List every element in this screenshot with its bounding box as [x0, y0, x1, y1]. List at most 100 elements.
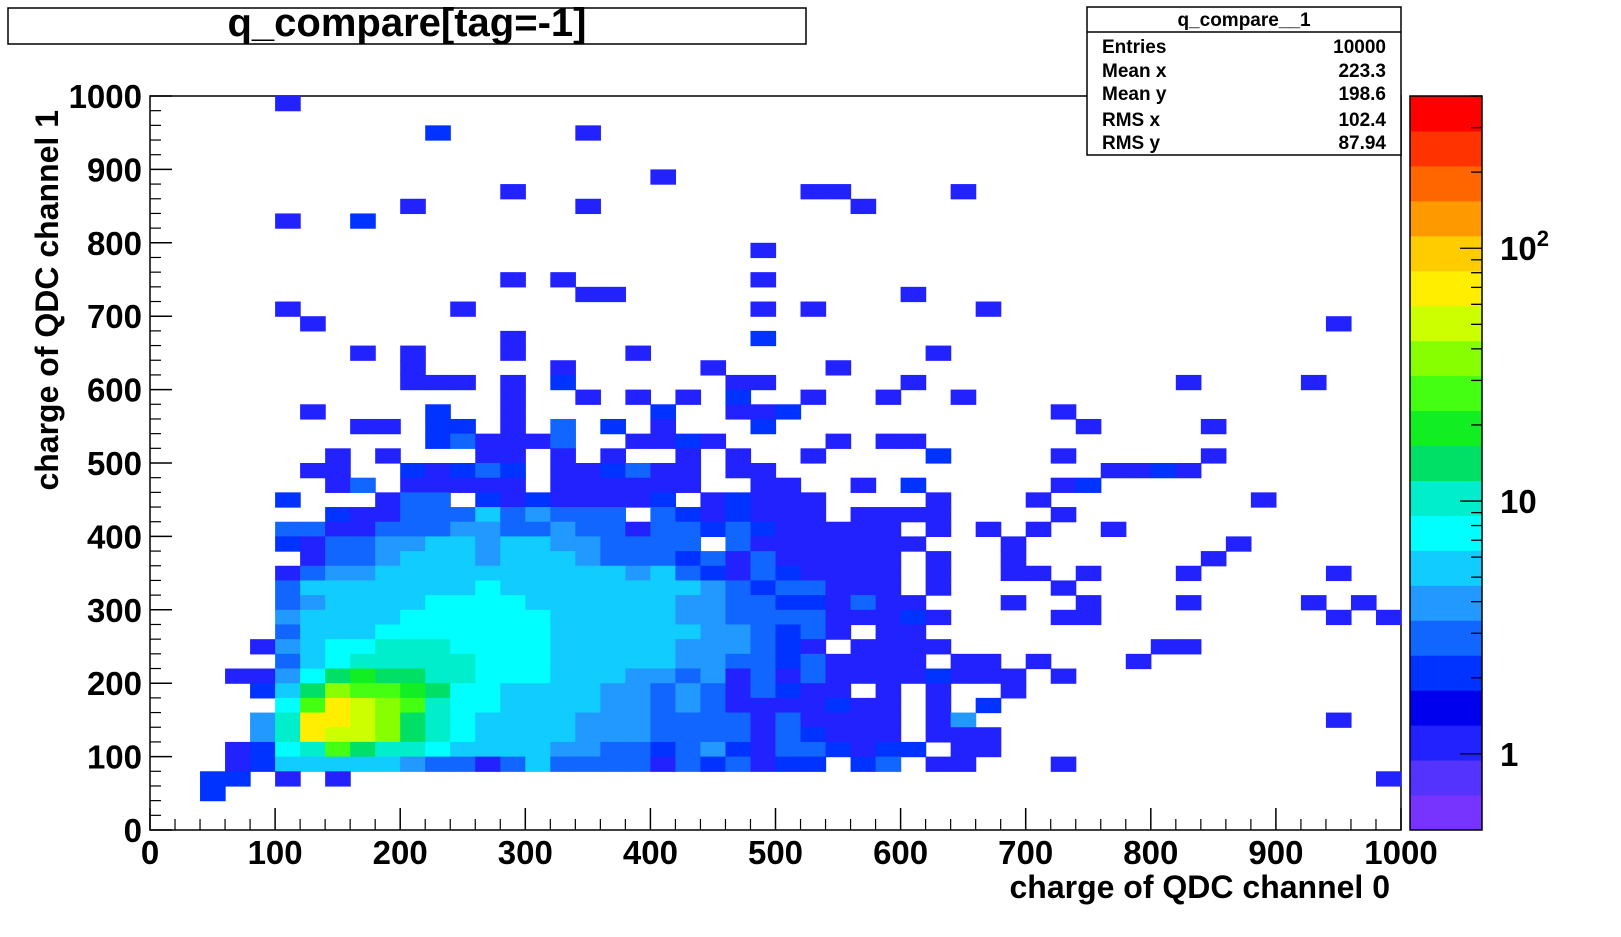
heatmap-bin: [450, 712, 476, 728]
heatmap-bin: [550, 565, 576, 582]
heatmap-bin: [750, 609, 777, 626]
heatmap-bin: [625, 433, 651, 449]
heatmap-bin: [500, 507, 526, 523]
heatmap-bin: [625, 477, 651, 493]
heatmap-bin: [850, 727, 877, 743]
heatmap-bin: [875, 536, 902, 552]
heatmap-bin: [575, 507, 601, 523]
heatmap-bin: [725, 389, 752, 405]
heatmap-bin: [750, 565, 777, 582]
heatmap-bin: [675, 477, 702, 493]
heatmap-bin: [425, 639, 451, 655]
heatmap-bin: [600, 477, 626, 493]
heatmap-bin: [500, 521, 526, 537]
colorbar: 1 10 102: [1409, 95, 1549, 831]
heatmap-bin: [425, 521, 451, 537]
heatmap-bin: [925, 492, 952, 508]
heatmap-bin: [275, 609, 301, 626]
heatmap-bin: [775, 741, 802, 758]
colorbar-segment: [1410, 515, 1482, 551]
heatmap-bin: [750, 463, 777, 479]
heatmap-bin: [975, 741, 1002, 758]
heatmap-bin: [700, 668, 727, 684]
heatmap-bin: [575, 712, 601, 728]
heatmap-bin: [550, 551, 576, 567]
heatmap-bin: [525, 565, 551, 582]
heatmap-bin: [350, 595, 376, 611]
heatmap-bin: [425, 125, 451, 141]
colorbar-frame: [1409, 95, 1483, 831]
heatmap-bin: [475, 727, 501, 743]
heatmap-bin: [350, 521, 376, 537]
heatmap-bin: [850, 536, 877, 552]
heatmap-bin: [300, 756, 326, 772]
heatmap-bin: [250, 741, 276, 758]
heatmap-bin: [425, 712, 451, 728]
heatmap-bin: [825, 580, 852, 596]
heatmap-bin: [1050, 404, 1077, 420]
colorbar-segment: [1410, 130, 1482, 167]
heatmap-bin: [650, 433, 677, 449]
heatmap-bin: [250, 727, 276, 743]
heatmap-bin: [575, 697, 601, 714]
heatmap-bin: [550, 433, 576, 449]
heatmap-bin: [1025, 521, 1052, 537]
y-tick-label: 300: [87, 592, 142, 629]
heatmap-bin: [350, 668, 376, 684]
colorbar-label: 1: [1500, 736, 1518, 773]
heatmap-bin: [1000, 595, 1027, 611]
heatmap-bin: [875, 595, 902, 611]
heatmap-bin: [800, 565, 827, 582]
heatmap-bin: [775, 551, 802, 567]
heatmap-bin: [400, 756, 426, 772]
heatmap-bin: [400, 492, 426, 508]
heatmap-bin: [525, 521, 551, 537]
heatmap-bin: [350, 536, 376, 552]
heatmap-bin: [325, 536, 351, 552]
heatmap-bin: [325, 507, 351, 523]
heatmap-bin: [525, 697, 551, 714]
heatmap-bin: [675, 609, 702, 626]
heatmap-bin: [350, 712, 376, 728]
heatmap-bin: [400, 595, 426, 611]
stats-value-rms-y: 87.94: [1338, 133, 1386, 154]
heatmap-bin: [650, 521, 677, 537]
colorbar-label: 102: [1500, 226, 1549, 267]
colorbar-segment: [1410, 620, 1482, 656]
heatmap-bin: [775, 683, 802, 699]
heatmap-bin: [725, 551, 752, 567]
heatmap-bin: [625, 345, 651, 361]
heatmap-bin: [475, 683, 501, 699]
heatmap-bin: [475, 463, 501, 479]
heatmap-bin: [350, 345, 376, 361]
heatmap-bin: [850, 595, 877, 611]
heatmap-bin: [900, 477, 927, 493]
heatmap-bin: [325, 668, 351, 684]
colorbar-segment: [1410, 795, 1482, 831]
heatmap-bin: [325, 595, 351, 611]
heatmap-bin: [400, 624, 426, 640]
heatmap-bin: [300, 580, 326, 596]
heatmap-bin: [775, 507, 802, 523]
heatmap-bin: [700, 565, 727, 582]
heatmap-bin: [750, 668, 777, 684]
x-tick-label: 700: [998, 834, 1053, 871]
heatmap-bin: [275, 301, 301, 317]
heatmap-bin: [275, 668, 301, 684]
y-tick-label: 500: [87, 445, 142, 482]
y-tick-label: 200: [87, 665, 142, 702]
heatmap-bin: [400, 463, 426, 479]
heatmap-bin: [1175, 463, 1202, 479]
heatmap-bin: [850, 507, 877, 523]
heatmap-bin: [800, 756, 827, 772]
heatmap-bin: [575, 565, 601, 582]
heatmap-bin: [250, 756, 276, 772]
heatmap-bin: [625, 389, 651, 405]
heatmap-bin: [900, 374, 927, 391]
heatmap-bin: [1000, 551, 1027, 567]
heatmap-bin: [900, 286, 927, 303]
heatmap-bin: [550, 463, 576, 479]
heatmap-bin: [375, 521, 401, 537]
heatmap-bin: [1100, 463, 1127, 479]
heatmap-bin: [1250, 492, 1277, 508]
